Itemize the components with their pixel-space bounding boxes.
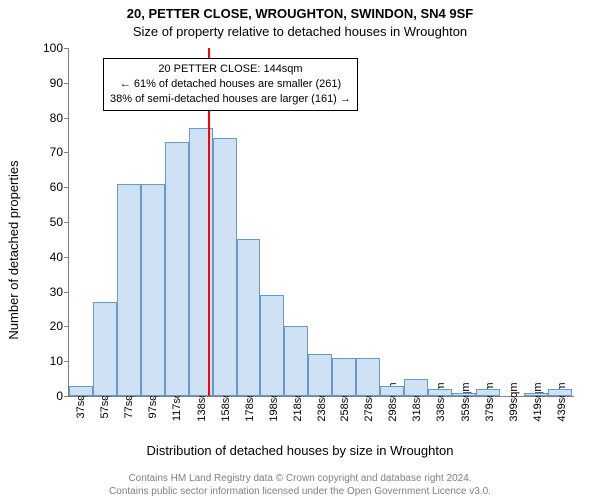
histogram-bar (260, 295, 284, 396)
y-tick-label: 90 (50, 76, 63, 90)
y-tick-label: 100 (43, 41, 63, 55)
y-tick-label: 50 (50, 215, 63, 229)
x-tick-mark (177, 396, 178, 401)
y-tick-mark (64, 292, 69, 293)
x-tick-mark (393, 396, 394, 401)
y-tick-mark (64, 187, 69, 188)
x-tick-mark (441, 396, 442, 401)
x-axis-label: Distribution of detached houses by size … (0, 443, 600, 458)
y-tick-mark (64, 361, 69, 362)
histogram-bar (237, 239, 261, 396)
x-tick-mark (226, 396, 227, 401)
x-tick-label: 419sqm (532, 382, 544, 421)
y-tick-mark (64, 48, 69, 49)
y-tick-label: 20 (50, 319, 63, 333)
histogram-bar (476, 389, 500, 396)
x-tick-mark (369, 396, 370, 401)
histogram-bar (356, 358, 380, 396)
annotation-line-3: 38% of semi-detached houses are larger (… (110, 92, 351, 107)
x-tick-mark (298, 396, 299, 401)
y-tick-label: 30 (50, 285, 63, 299)
footer-line-2: Contains public sector information licen… (0, 486, 600, 499)
y-tick-label: 40 (50, 250, 63, 264)
x-tick-mark (466, 396, 467, 401)
y-tick-mark (64, 118, 69, 119)
y-tick-label: 70 (50, 145, 63, 159)
histogram-bar (332, 358, 356, 396)
histogram-bar (428, 389, 452, 396)
y-tick-mark (64, 83, 69, 84)
y-tick-mark (64, 257, 69, 258)
histogram-bar (93, 302, 117, 396)
histogram-bar (141, 184, 165, 396)
x-tick-mark (562, 396, 563, 401)
annotation-box: 20 PETTER CLOSE: 144sqm← 61% of detached… (103, 58, 358, 111)
x-tick-mark (322, 396, 323, 401)
x-tick-mark (129, 396, 130, 401)
y-tick-mark (64, 222, 69, 223)
y-tick-mark (64, 396, 69, 397)
x-tick-mark (81, 396, 82, 401)
x-tick-mark (105, 396, 106, 401)
y-tick-label: 80 (50, 111, 63, 125)
footer-attribution: Contains HM Land Registry data © Crown c… (0, 473, 600, 498)
annotation-line-1: 20 PETTER CLOSE: 144sqm (110, 62, 351, 77)
x-tick-mark (202, 396, 203, 401)
y-axis-label: Number of detached properties (6, 71, 21, 250)
y-tick-label: 60 (50, 180, 63, 194)
chart-title-address: 20, PETTER CLOSE, WROUGHTON, SWINDON, SN… (0, 6, 600, 21)
chart-title-description: Size of property relative to detached ho… (0, 24, 600, 39)
histogram-bar (380, 386, 404, 396)
x-tick-mark (345, 396, 346, 401)
x-tick-label: 399sqm (508, 382, 520, 421)
x-tick-mark (417, 396, 418, 401)
histogram-bar (165, 142, 189, 396)
chart-container: 20, PETTER CLOSE, WROUGHTON, SWINDON, SN… (0, 0, 600, 500)
histogram-bar (452, 393, 476, 396)
plot-area: 010203040506070809010037sqm57sqm77sqm97s… (68, 48, 574, 397)
annotation-line-2: ← 61% of detached houses are smaller (26… (110, 77, 351, 92)
x-tick-mark (490, 396, 491, 401)
y-tick-label: 10 (50, 354, 63, 368)
x-tick-label: 359sqm (460, 382, 472, 421)
y-tick-label: 0 (56, 389, 63, 403)
x-tick-mark (538, 396, 539, 401)
x-tick-mark (514, 396, 515, 401)
x-tick-mark (153, 396, 154, 401)
x-tick-mark (274, 396, 275, 401)
histogram-bar (117, 184, 141, 396)
histogram-bar (308, 354, 332, 396)
histogram-bar (69, 386, 93, 396)
histogram-bar (524, 393, 548, 396)
histogram-bar (284, 326, 308, 396)
histogram-bar (548, 389, 572, 396)
y-tick-mark (64, 152, 69, 153)
histogram-bar (213, 138, 237, 396)
footer-line-1: Contains HM Land Registry data © Crown c… (0, 473, 600, 486)
histogram-bar (404, 379, 428, 396)
x-tick-mark (250, 396, 251, 401)
y-tick-mark (64, 326, 69, 327)
